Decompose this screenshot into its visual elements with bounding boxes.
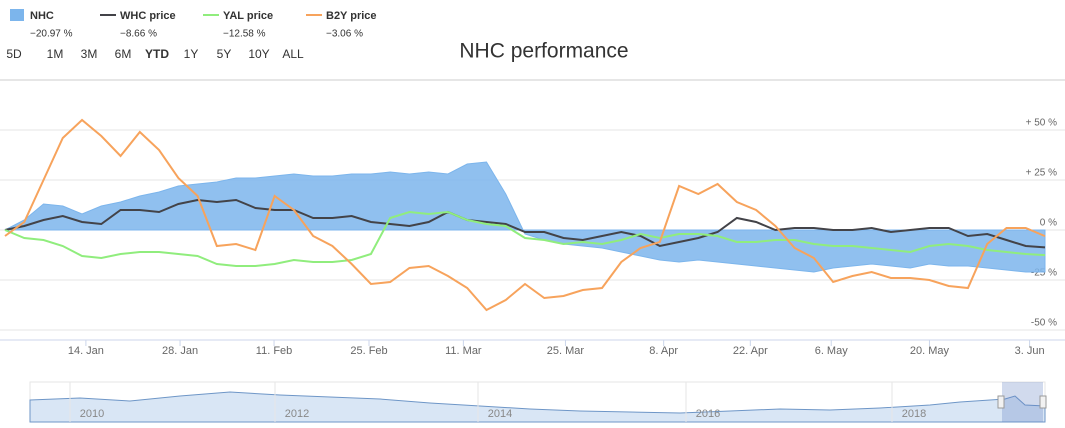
x-tick-label: 11. Feb (256, 345, 293, 357)
y-tick-label: + 25 % (1026, 168, 1058, 179)
navigator-year: 2014 (488, 408, 512, 420)
navigator-year: 2016 (696, 408, 720, 420)
legend-label[interactable]: YAL price (223, 10, 273, 22)
navigator-year: 2010 (80, 408, 104, 420)
navigator-year: 2018 (902, 408, 926, 420)
y-tick-label: + 50 % (1026, 118, 1058, 129)
x-tick-label: 25. Feb (350, 345, 387, 357)
line-series (4, 198, 1046, 249)
navigator[interactable] (29, 381, 1047, 423)
legend-symbol[interactable] (10, 9, 24, 21)
range-button[interactable]: 1M (47, 47, 64, 61)
range-button[interactable]: 5D (6, 47, 22, 61)
range-button[interactable]: 5Y (217, 47, 232, 61)
chart-title: NHC performance (459, 40, 628, 63)
navigator-handle[interactable] (1039, 395, 1047, 409)
y-tick-label: -25 % (1031, 268, 1057, 279)
range-button[interactable]: 10Y (248, 47, 269, 61)
range-button[interactable]: 3M (81, 47, 98, 61)
area-series (4, 161, 1046, 273)
legend-label[interactable]: NHC (30, 10, 54, 22)
x-tick-label: 28. Jan (162, 345, 198, 357)
x-tick-label: 25. Mar (547, 345, 585, 357)
x-tick-label: 11. Mar (445, 345, 482, 357)
range-button[interactable]: ALL (282, 47, 304, 61)
y-tick-label: -50 % (1031, 318, 1057, 329)
legend-value: −3.06 % (326, 29, 363, 40)
range-button[interactable]: 1Y (184, 47, 199, 61)
legend-label[interactable]: WHC price (120, 10, 176, 22)
x-tick-label: 20. May (910, 345, 950, 357)
x-tick-label: 8. Apr (649, 345, 678, 357)
legend-label[interactable]: B2Y price (326, 10, 377, 22)
x-tick-label: 14. Jan (68, 345, 104, 357)
range-button[interactable]: 6M (115, 47, 132, 61)
range-button[interactable]: YTD (145, 47, 169, 61)
navigator-selection[interactable] (1002, 382, 1043, 422)
legend-value: −8.66 % (120, 29, 157, 40)
navigator-year: 2012 (285, 408, 309, 420)
line-series (4, 210, 1046, 267)
line-series (4, 118, 1046, 312)
x-tick-label: 3. Jun (1015, 345, 1045, 357)
legend-value: −20.97 % (30, 29, 73, 40)
x-tick-label: 22. Apr (733, 345, 768, 357)
legend-value: −12.58 % (223, 29, 266, 40)
x-tick-label: 6. May (815, 345, 849, 357)
y-tick-label: 0 % (1040, 218, 1057, 229)
navigator-series (29, 391, 1046, 423)
navigator-handle[interactable] (997, 395, 1005, 409)
